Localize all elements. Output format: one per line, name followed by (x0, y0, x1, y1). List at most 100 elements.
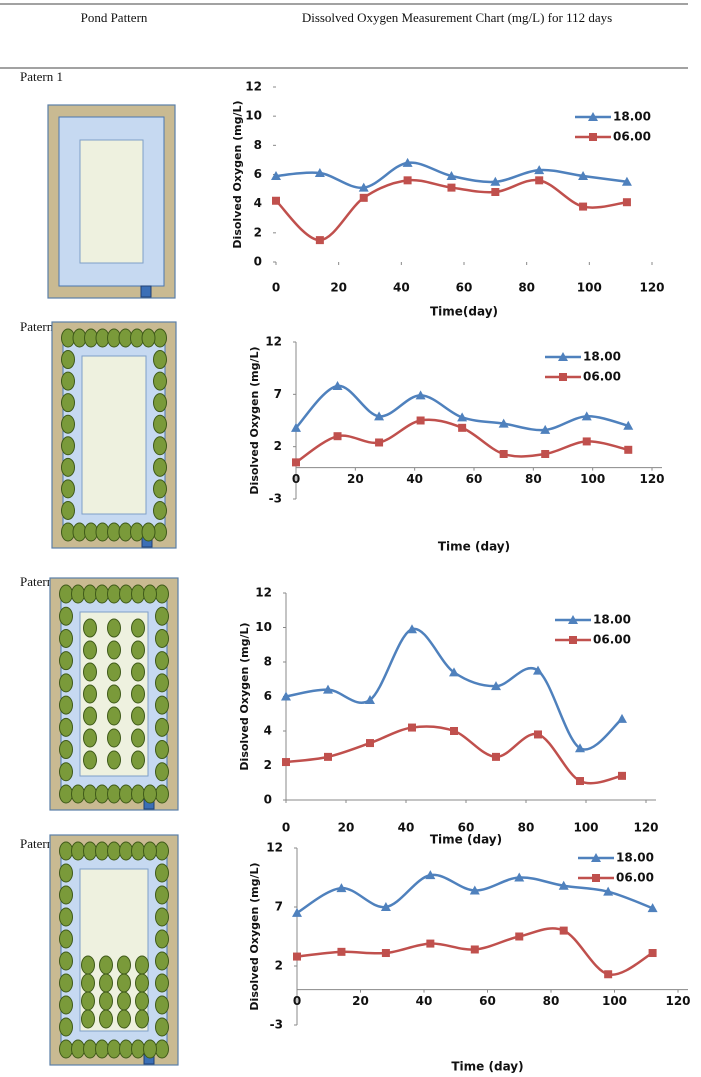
tree (61, 414, 75, 434)
marker (366, 739, 374, 748)
y-tick-label: 8 (254, 138, 262, 152)
tree (131, 784, 145, 804)
marker (498, 418, 509, 428)
marker (582, 437, 591, 446)
tree (155, 673, 169, 693)
x-tick-label: 120 (639, 472, 664, 486)
row-label: Patern 1 (20, 69, 63, 84)
tree (99, 973, 113, 993)
legend-label: 18.00 (613, 110, 651, 124)
y-axis-title: Disolved Oxygen (mg/L) (238, 622, 251, 770)
x-tick-label: 60 (479, 994, 496, 1008)
y-tick-label: 2 (254, 225, 262, 239)
marker (457, 412, 468, 422)
tree (131, 1039, 145, 1059)
marker (381, 949, 390, 958)
marker (402, 157, 413, 167)
marker (358, 182, 369, 192)
x-tick-label: 20 (338, 821, 355, 835)
tree (117, 1009, 131, 1029)
tree (59, 584, 73, 604)
marker (407, 624, 417, 634)
marker (499, 449, 508, 458)
marker (621, 176, 632, 186)
x-tick-label: 20 (347, 472, 364, 486)
y-axis-title: Disolved Oxygen (mg/L) (248, 862, 261, 1010)
marker (603, 886, 614, 896)
tree (83, 662, 97, 682)
tree (99, 991, 113, 1011)
tree (131, 750, 145, 770)
tree (155, 841, 169, 861)
tree (71, 841, 85, 861)
tree (153, 457, 167, 477)
tree (131, 706, 145, 726)
marker (282, 758, 290, 767)
marker (374, 411, 385, 421)
marker (315, 236, 324, 245)
marker (272, 196, 280, 205)
tree (95, 841, 109, 861)
tree (155, 907, 169, 927)
legend-label: 18.00 (593, 613, 631, 627)
x-tick-label: 120 (639, 281, 664, 295)
marker (324, 752, 332, 761)
tree (155, 695, 169, 715)
x-tick-label: 0 (293, 994, 301, 1008)
marker (617, 713, 627, 723)
tree (155, 863, 169, 883)
y-tick-label: 2 (274, 439, 282, 453)
pond-drawings (47, 104, 179, 1066)
x-axis-title: Time(day) (430, 305, 498, 319)
tree (59, 929, 73, 949)
marker (415, 390, 426, 400)
tree (99, 1009, 113, 1029)
tree (155, 973, 169, 993)
tree (135, 991, 149, 1011)
tree (117, 991, 131, 1011)
tree (71, 1039, 85, 1059)
marker (491, 188, 500, 196)
tree (143, 1039, 157, 1059)
tree (131, 662, 145, 682)
tree (155, 740, 169, 760)
tree (107, 662, 121, 682)
marker (449, 667, 459, 677)
tree (155, 606, 169, 626)
y-tick-label: 0 (254, 255, 262, 269)
marker (576, 777, 584, 786)
y-tick-label: 10 (255, 620, 272, 634)
x-tick-label: 100 (573, 821, 598, 835)
x-tick-label: 40 (398, 821, 415, 835)
tree (59, 606, 73, 626)
tree (119, 784, 133, 804)
tree (155, 1039, 169, 1059)
tree (155, 628, 169, 648)
marker (491, 681, 501, 691)
tree (59, 628, 73, 648)
tree (61, 436, 75, 456)
tree (61, 371, 75, 391)
x-tick-label: 80 (525, 472, 542, 486)
series-line (295, 384, 629, 432)
tree (153, 479, 167, 499)
tree (119, 584, 133, 604)
tree (131, 728, 145, 748)
legend-marker (588, 112, 598, 121)
x-tick-label: 0 (272, 281, 280, 295)
marker (416, 416, 425, 425)
legend-label: 06.00 (593, 633, 631, 647)
legend-marker (592, 874, 600, 882)
legend-label: 06.00 (583, 370, 621, 384)
x-axis-title: Time (day) (430, 833, 502, 847)
tree (153, 393, 167, 413)
x-tick-label: 0 (282, 821, 290, 835)
marker (337, 947, 346, 956)
y-tick-label: 10 (245, 109, 262, 123)
tree (153, 414, 167, 434)
tree (141, 328, 156, 348)
tree (59, 841, 73, 861)
tree (155, 929, 169, 949)
tree (155, 762, 169, 782)
